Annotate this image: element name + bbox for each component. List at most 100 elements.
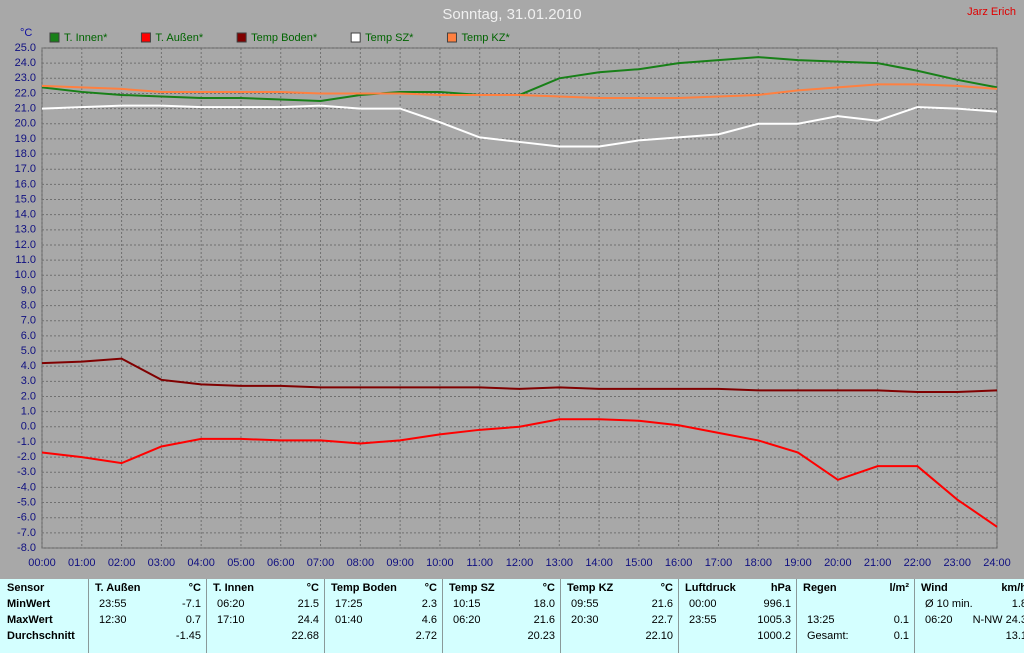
table-cell: Temp Boden [331, 582, 397, 594]
table-cell: 00:00 [689, 598, 717, 610]
legend-label: Temp SZ* [365, 32, 414, 44]
x-tick-label: 14:00 [585, 557, 613, 569]
y-tick-label: 14.0 [15, 209, 36, 221]
table-cell: -1.45 [175, 630, 201, 642]
table-cell: 23:55 [99, 598, 127, 610]
y-tick-label: 6.0 [21, 330, 36, 342]
y-tick-label: 25.0 [15, 42, 36, 54]
table-cell: hPa [770, 582, 791, 594]
legend-label: T. Innen* [64, 32, 108, 44]
table-cell: km/h [1001, 582, 1024, 594]
column-separator [914, 579, 915, 653]
x-tick-label: 06:00 [267, 557, 295, 569]
table-cell: Ø 10 min. [925, 598, 973, 610]
x-tick-label: 20:00 [824, 557, 852, 569]
y-tick-label: -6.0 [17, 512, 36, 524]
x-tick-label: 11:00 [466, 557, 493, 569]
table-cell: 2.3 [421, 598, 437, 610]
x-tick-label: 15:00 [625, 557, 653, 569]
column-separator [88, 579, 89, 653]
y-tick-label: -7.0 [17, 527, 36, 539]
table-cell: -7.1 [182, 598, 201, 610]
column-separator [678, 579, 679, 653]
y-tick-label: -8.0 [17, 542, 36, 554]
column-separator [206, 579, 207, 653]
y-tick-label: 22.0 [15, 87, 36, 99]
table-cell: N-NW 24.3 [972, 614, 1024, 626]
legend-swatch [350, 32, 361, 43]
author: Jarz Erich [967, 6, 1016, 18]
table-cell: 4.6 [421, 614, 437, 626]
x-tick-label: 03:00 [148, 557, 176, 569]
legend-swatch [236, 32, 247, 43]
table-cell: Durchschnitt [7, 630, 75, 642]
column-separator [442, 579, 443, 653]
table-cell: 10:15 [453, 598, 481, 610]
table-cell: 01:40 [335, 614, 363, 626]
y-tick-label: -5.0 [17, 496, 36, 508]
table-cell: °C [660, 582, 673, 594]
y-tick-label: -2.0 [17, 451, 36, 463]
table-cell: T. Innen [213, 582, 254, 594]
series-line [41, 104, 998, 148]
y-tick-label: 16.0 [15, 178, 36, 190]
y-tick-label: 4.0 [21, 360, 36, 372]
table-cell: 12:30 [99, 614, 127, 626]
table-cell: 996.1 [763, 598, 791, 610]
table-cell: °C [542, 582, 555, 594]
x-tick-label: 00:00 [28, 557, 56, 569]
y-tick-label: 3.0 [21, 375, 36, 387]
y-tick-label: 19.0 [15, 133, 36, 145]
y-tick-label: 7.0 [21, 315, 36, 327]
y-tick-label: 10.0 [15, 269, 36, 281]
column-separator [324, 579, 325, 653]
table-cell: 22.10 [645, 630, 673, 642]
table-cell: Temp KZ [567, 582, 614, 594]
column-separator [796, 579, 797, 653]
x-tick-label: 05:00 [227, 557, 255, 569]
legend-swatch [49, 32, 60, 43]
legend-swatch [140, 32, 151, 43]
y-tick-label: 17.0 [15, 163, 36, 175]
y-tick-label: 1.0 [21, 406, 36, 418]
column-separator [560, 579, 561, 653]
y-tick-label: 18.0 [15, 148, 36, 160]
table-cell: 13.1 [1005, 630, 1024, 642]
table-cell: Sensor [7, 582, 45, 594]
y-tick-label: 0.0 [21, 421, 36, 433]
x-tick-label: 02:00 [108, 557, 136, 569]
table-cell: 24.4 [297, 614, 319, 626]
series-line [41, 357, 998, 393]
table-cell: 23:55 [689, 614, 717, 626]
x-tick-label: 12:00 [506, 557, 534, 569]
table-cell: 18.0 [533, 598, 555, 610]
table-cell: 0.1 [893, 614, 909, 626]
table-cell: MaxWert [7, 614, 53, 626]
table-cell: Regen [803, 582, 837, 594]
x-tick-label: 24:00 [983, 557, 1011, 569]
y-tick-label: 20.0 [15, 118, 36, 130]
y-tick-label: 24.0 [15, 57, 36, 69]
x-tick-label: 10:00 [426, 557, 454, 569]
table-cell: Gesamt: [807, 630, 849, 642]
x-tick-label: 13:00 [546, 557, 574, 569]
legend-label: T. Außen* [155, 32, 203, 44]
table-cell: 06:20 [453, 614, 481, 626]
table-cell: 20.23 [527, 630, 555, 642]
table-cell: 21.6 [533, 614, 555, 626]
y-tick-label: 12.0 [15, 239, 36, 251]
table-cell: 1005.3 [757, 614, 791, 626]
table-cell: 09:55 [571, 598, 599, 610]
y-tick-label: 23.0 [15, 72, 36, 84]
table-cell: 1.8 [1011, 598, 1024, 610]
table-cell: Wind [921, 582, 948, 594]
x-tick-label: 17:00 [705, 557, 733, 569]
table-cell: 22.7 [651, 614, 673, 626]
table-cell: 2.72 [415, 630, 437, 642]
table-cell: 21.5 [297, 598, 319, 610]
x-tick-label: 08:00 [347, 557, 375, 569]
y-tick-label: 21.0 [15, 103, 36, 115]
y-tick-label: 2.0 [21, 390, 36, 402]
table-cell: 22.68 [291, 630, 319, 642]
